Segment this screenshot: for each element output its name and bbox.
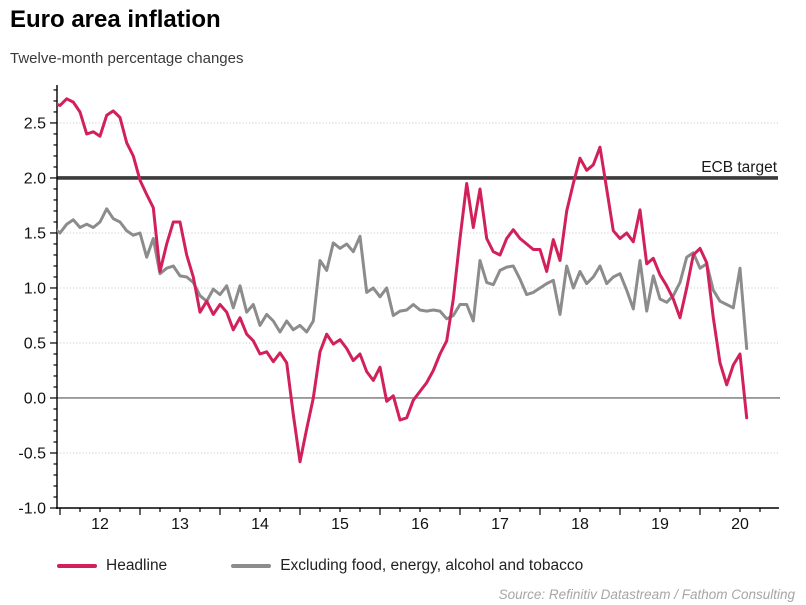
chart-title: Euro area inflation xyxy=(10,6,221,33)
y-tick-label: 0.5 xyxy=(24,335,46,352)
headline-line-swatch xyxy=(57,564,97,568)
y-tick-label: 2.0 xyxy=(24,170,46,187)
x-tick-label: 16 xyxy=(411,516,429,533)
x-tick-label: 15 xyxy=(331,516,349,533)
x-tick-label: 18 xyxy=(571,516,589,533)
y-tick-label: -1.0 xyxy=(18,501,46,518)
x-tick-label: 17 xyxy=(491,516,509,533)
y-tick-label: 1.0 xyxy=(24,280,46,297)
core-line-swatch xyxy=(231,564,272,568)
y-tick-label: 2.5 xyxy=(24,115,46,132)
legend-label-core: Excluding food, energy, alcohol and toba… xyxy=(280,557,584,574)
y-tick-label: 1.5 xyxy=(24,225,46,242)
core-series-line xyxy=(57,207,749,350)
source-credit: Source: Refinitiv Datastream / Fathom Co… xyxy=(498,587,795,602)
chart-subtitle: Twelve-month percentage changes xyxy=(10,50,244,67)
legend-item-core: Excluding food, energy, alcohol and toba… xyxy=(231,557,583,575)
legend-label-headline: Headline xyxy=(106,557,168,574)
headline-series-line xyxy=(57,97,749,464)
legend-item-headline: Headline xyxy=(57,557,167,575)
x-tick-label: 20 xyxy=(731,516,749,533)
x-tick-label: 19 xyxy=(651,516,669,533)
chart-legend: Headline Excluding food, energy, alcohol… xyxy=(57,557,583,575)
x-tick-label: 14 xyxy=(251,516,269,533)
y-tick-label: -0.5 xyxy=(18,445,46,462)
ecb-target-label: ECB target xyxy=(701,159,778,176)
y-tick-label: 0.0 xyxy=(24,390,46,407)
x-tick-label: 13 xyxy=(171,516,189,533)
x-tick-label: 12 xyxy=(91,516,109,533)
